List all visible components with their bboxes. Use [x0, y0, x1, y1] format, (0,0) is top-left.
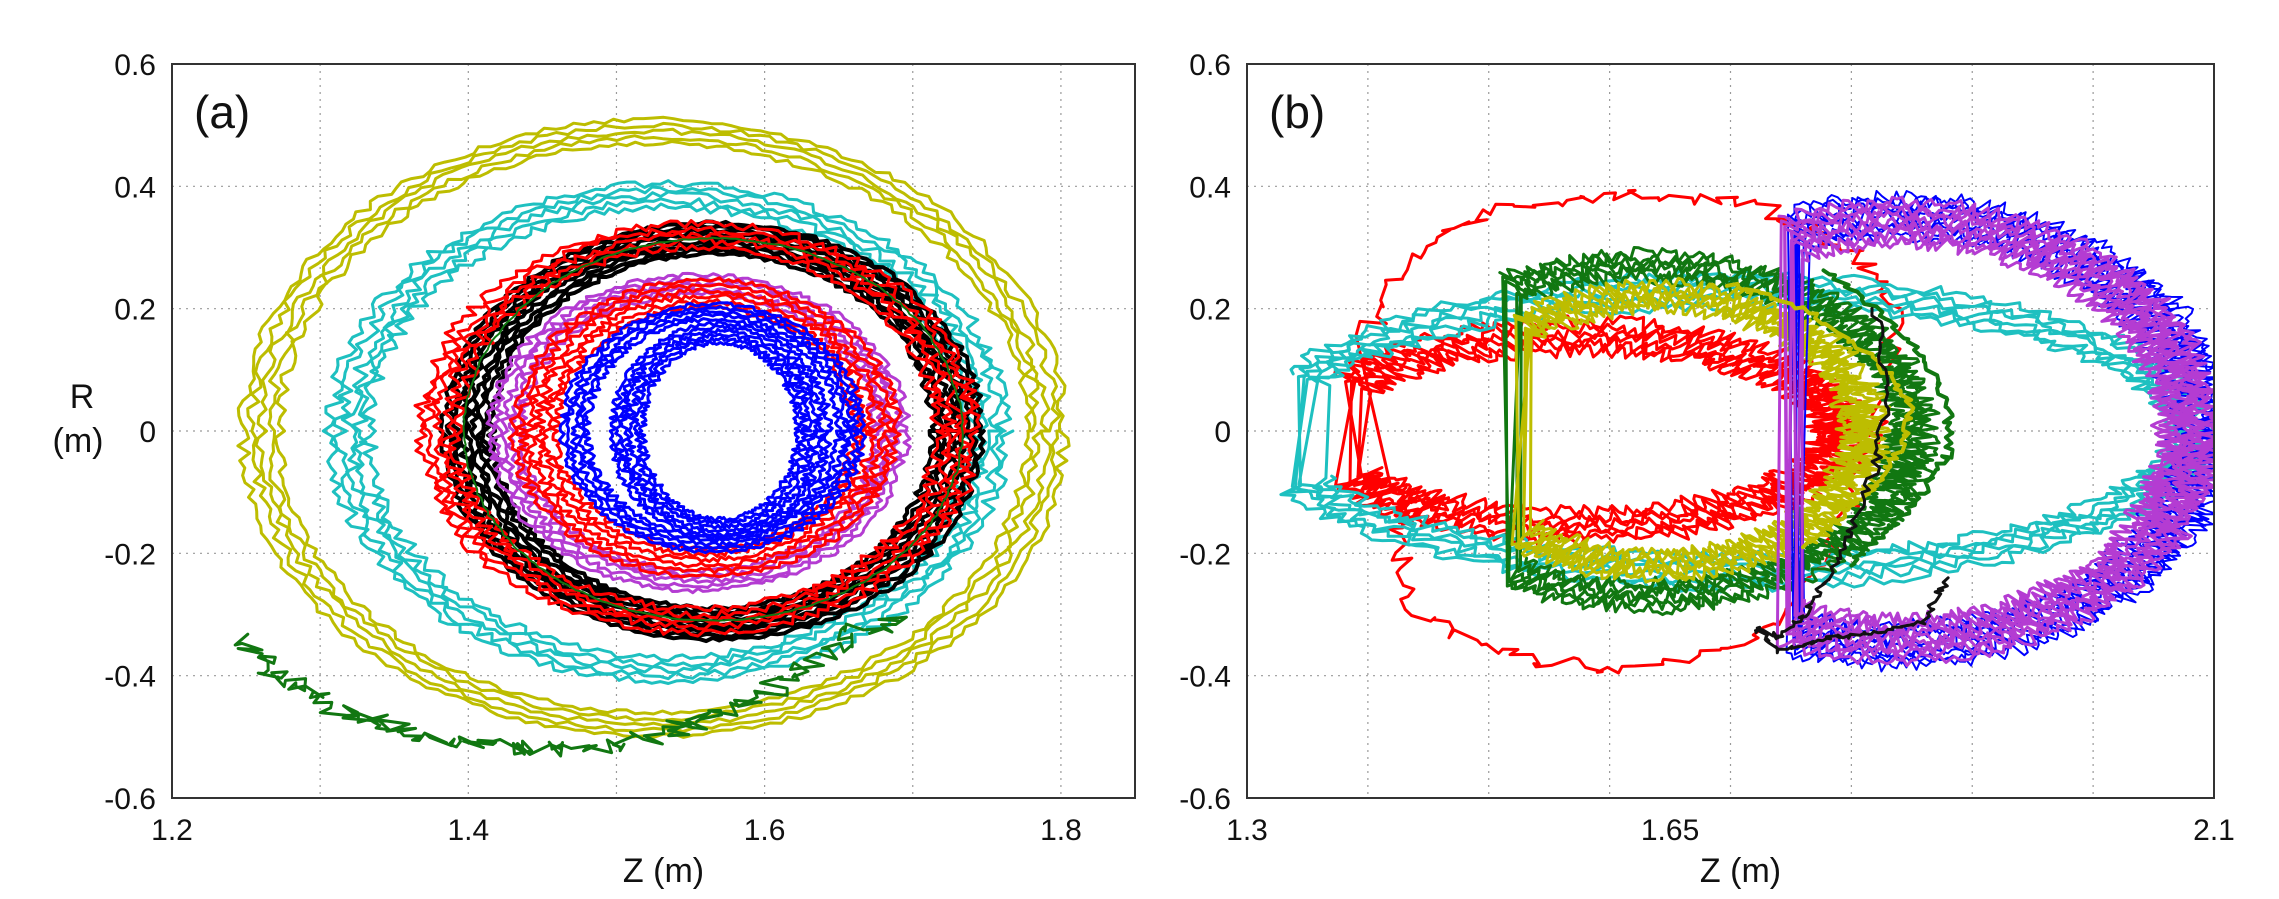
y-tick-label: 0.2: [114, 294, 156, 327]
y-tick-label: -0.6: [1179, 783, 1231, 816]
y-tick-label: 0.4: [1189, 171, 1231, 204]
x-tick-label: 1.65: [1641, 814, 1699, 847]
y-tick-label: 0.2: [1189, 294, 1231, 327]
series-cyan-orbit: [321, 179, 1015, 685]
series-green-trace: [1821, 268, 1955, 568]
y-tick-label: 0.6: [114, 49, 156, 82]
chart-panel-b: 0.6 0.4 0.2 0 -0.2 -0.4 -0.61.3 1.65 2.1 Z (m) (b): [1179, 49, 2235, 890]
series-black-trace: [1754, 307, 1950, 655]
plot-area: [1279, 188, 2214, 675]
x-tick-label: 1.8: [1040, 814, 1082, 847]
series-green-arc: [1498, 246, 1941, 617]
y-tick-label: 0.6: [1189, 49, 1231, 82]
y-axis-label-unit: (m): [53, 422, 104, 460]
y-tick-label: 0.4: [114, 171, 156, 204]
series-yellow-arc: [1510, 276, 1892, 584]
y-axis-label: R: [70, 378, 95, 416]
panel-label: (b): [1269, 86, 1325, 138]
series-red-inner-arc: [1333, 314, 1873, 549]
y-tick-label: -0.2: [104, 538, 156, 571]
x-tick-label: 1.3: [1226, 814, 1268, 847]
x-axis-label: Z (m): [623, 852, 704, 890]
plot-frame: [1246, 63, 2215, 799]
series-magenta-arc: [1775, 195, 2214, 668]
series-green-orbit: [462, 236, 964, 622]
series-green-escaping-trace: [233, 615, 908, 758]
series-yellow-orbit: [236, 115, 1071, 739]
y-tick-label: -0.6: [104, 783, 156, 816]
y-tick-label: 0: [1214, 416, 1231, 449]
series-yellow-trace: [1724, 281, 1916, 550]
series-cyan-arc: [1279, 268, 2214, 594]
x-tick-label: 2.1: [2193, 814, 2235, 847]
series-blue-orbit-inner: [608, 320, 834, 542]
y-tick-label: -0.2: [1179, 538, 1231, 571]
series-red-orbit-outer: [413, 219, 982, 638]
y-tick-label: 0: [139, 416, 156, 449]
plot-frame: [171, 63, 1136, 799]
x-axis-label: Z (m): [1700, 852, 1781, 890]
y-tick-label: -0.4: [1179, 661, 1231, 694]
y-tick-label: -0.4: [104, 661, 156, 694]
panel-label: (a): [194, 86, 250, 138]
series-black-orbit: [438, 219, 986, 644]
x-tick-label: 1.2: [151, 814, 193, 847]
plot-area: [233, 115, 1071, 758]
x-tick-label: 1.4: [447, 814, 489, 847]
x-tick-label: 1.6: [744, 814, 786, 847]
series-red-orbit-inner: [507, 276, 903, 579]
chart-panel-a: 0.6 0.4 0.2 0 -0.2 -0.4 -0.61.2 1.4 1.6 1.8 Z (m) R…: [53, 49, 1136, 890]
